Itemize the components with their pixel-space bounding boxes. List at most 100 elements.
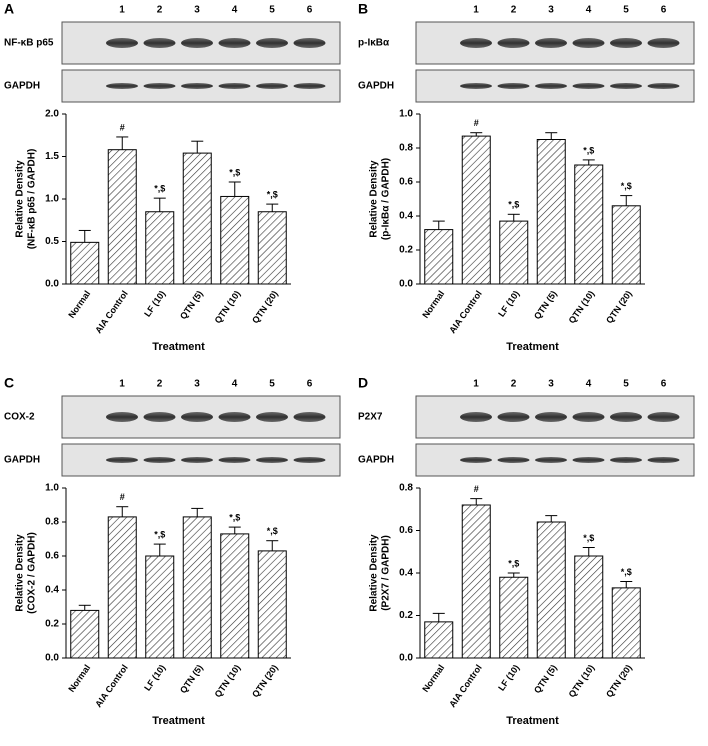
- error-bar: [191, 507, 204, 517]
- blot-band: [143, 457, 176, 463]
- blot-band: [535, 38, 567, 48]
- lane-number: 4: [232, 5, 238, 16]
- x-tick-label: AIA Control: [93, 663, 130, 709]
- y-tick-label: 0.0: [399, 279, 413, 290]
- blot-band: [460, 83, 492, 89]
- x-axis-label: Treatment: [506, 715, 559, 727]
- x-tick-label: LF (10): [496, 289, 521, 319]
- lane-number: 1: [119, 379, 125, 390]
- blot-band: [143, 83, 176, 89]
- x-tick-label: QTN (10): [567, 663, 597, 699]
- error-bar: [470, 132, 483, 137]
- y-axis-label: Relative Density: [369, 534, 380, 612]
- blot-band: [143, 38, 176, 48]
- bar: [499, 576, 529, 659]
- lane-number: 1: [473, 379, 479, 390]
- y-tick-label: 1.5: [45, 151, 59, 162]
- blot-label: NF-κB p65: [4, 38, 54, 49]
- significance-label: *,$: [154, 529, 165, 539]
- lane-number: 5: [623, 5, 629, 16]
- blot-band: [497, 38, 530, 48]
- error-bar: [620, 195, 633, 206]
- blot-label: COX-2: [4, 412, 35, 423]
- bar: [461, 504, 491, 659]
- x-tick-label: LF (10): [142, 663, 167, 693]
- significance-label: #: [120, 122, 125, 132]
- y-axis-label: (NF-κB p65 / GAPDH): [27, 149, 38, 250]
- y-tick-label: 2.0: [45, 109, 59, 120]
- blot-band: [572, 83, 605, 89]
- significance-label: *,$: [508, 200, 519, 210]
- blot-band: [106, 38, 138, 48]
- bar: [461, 135, 491, 285]
- bar: [145, 211, 175, 285]
- y-tick-label: 0.4: [399, 568, 413, 579]
- blot-band: [572, 457, 605, 463]
- blot-band: [647, 83, 680, 89]
- x-tick-label: AIA Control: [447, 663, 484, 709]
- y-tick-label: 0.4: [45, 585, 59, 596]
- panel-label: D: [358, 375, 368, 391]
- y-tick-label: 1.0: [399, 109, 413, 120]
- error-bar: [432, 220, 445, 230]
- y-tick-label: 0.6: [399, 525, 413, 536]
- lane-number: 6: [661, 5, 667, 16]
- blot-band: [497, 83, 530, 89]
- bar: [220, 195, 250, 285]
- error-bar: [116, 506, 129, 517]
- blot-band: [460, 457, 492, 463]
- blot-band: [293, 83, 326, 89]
- error-bar: [266, 203, 279, 212]
- lane-number: 3: [194, 5, 200, 16]
- lane-number: 5: [269, 5, 275, 16]
- bar: [145, 555, 175, 659]
- blot-band: [460, 412, 492, 422]
- lane-number: 4: [586, 5, 592, 16]
- error-bar: [153, 197, 166, 212]
- y-tick-label: 0.0: [399, 653, 413, 664]
- blot-band: [572, 412, 605, 422]
- error-bar: [78, 229, 91, 243]
- bar: [574, 164, 604, 285]
- y-axis-label: (COX-2 / GAPDH): [27, 532, 38, 614]
- x-axis-label: Treatment: [506, 341, 559, 353]
- significance-label: #: [474, 118, 479, 128]
- bar: [257, 211, 287, 285]
- significance-label: *,$: [508, 558, 519, 568]
- y-tick-label: 0.6: [399, 177, 413, 188]
- x-tick-label: Normal: [420, 289, 446, 320]
- y-tick-label: 1.0: [45, 194, 59, 205]
- bar: [424, 229, 454, 285]
- blot-label: P2X7: [358, 412, 383, 423]
- blot-band: [181, 83, 213, 89]
- panel-label: C: [4, 375, 14, 391]
- x-tick-label: Normal: [420, 663, 446, 694]
- bar: [424, 621, 454, 659]
- y-tick-label: 1.0: [45, 483, 59, 494]
- y-tick-label: 0.2: [399, 610, 413, 621]
- blot-band: [535, 457, 567, 463]
- x-tick-label: Normal: [66, 663, 92, 694]
- x-tick-label: QTN (10): [213, 289, 243, 325]
- error-bar: [507, 213, 520, 222]
- lane-number: 6: [661, 379, 667, 390]
- y-tick-label: 0.5: [45, 236, 59, 247]
- lane-number: 2: [511, 379, 517, 390]
- blot-label: GAPDH: [358, 81, 394, 92]
- bar: [611, 205, 641, 285]
- error-bar: [545, 515, 558, 522]
- bar: [107, 516, 137, 659]
- blot-band: [143, 412, 176, 422]
- bar: [611, 587, 641, 659]
- x-tick-label: LF (10): [142, 289, 167, 319]
- bar: [499, 220, 529, 285]
- blot-band: [256, 38, 288, 48]
- y-axis-label: Relative Density: [15, 160, 26, 238]
- bar: [257, 550, 287, 659]
- blot-label: GAPDH: [358, 455, 394, 466]
- panel-label: B: [358, 1, 368, 17]
- x-tick-label: QTN (20): [604, 289, 634, 325]
- blot-band: [572, 38, 605, 48]
- blot-label: GAPDH: [4, 455, 40, 466]
- blot-band: [256, 412, 288, 422]
